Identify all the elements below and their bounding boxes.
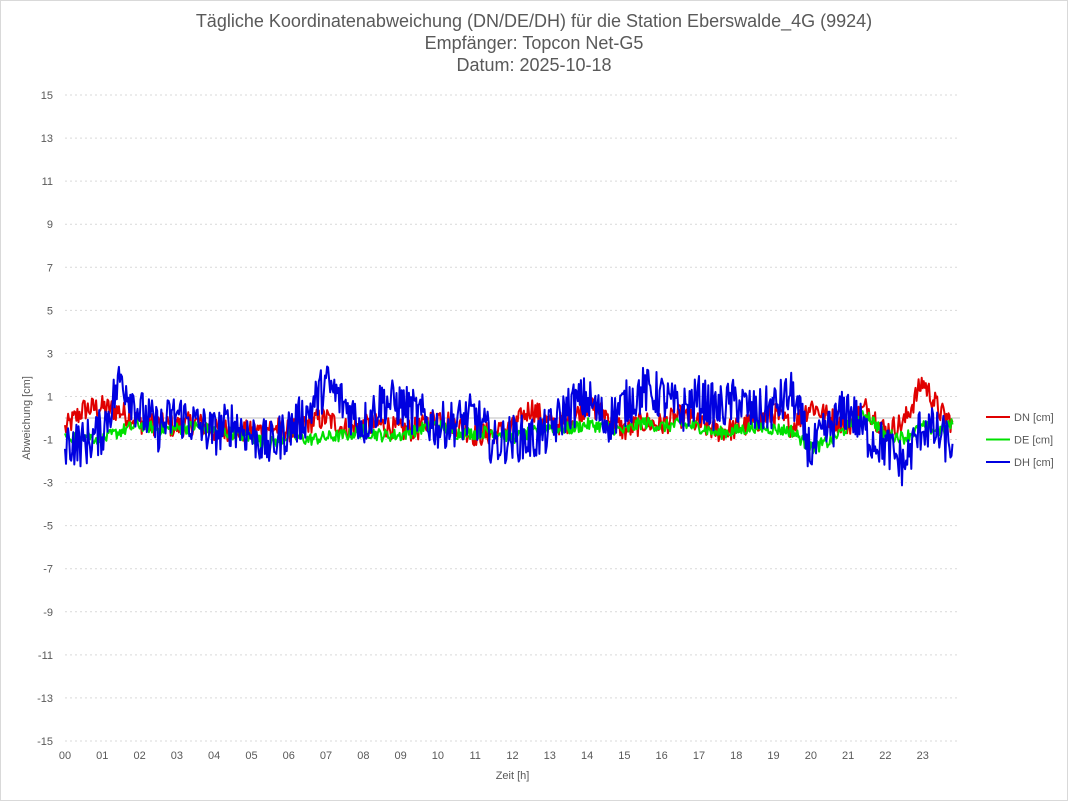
x-tick-label: 02 xyxy=(133,750,145,762)
x-tick-label: 20 xyxy=(805,750,817,762)
x-tick-label: 07 xyxy=(320,750,332,762)
x-tick-label: 08 xyxy=(357,750,369,762)
legend-label: DN [cm] xyxy=(1014,412,1054,424)
x-tick-labels: 00 01 02 03 04 05 06 07 08 09 10 11 12 13 14 15 16 17 18 19… xyxy=(59,750,929,762)
y-tick-label: -1 xyxy=(43,435,53,447)
x-tick-label: 16 xyxy=(656,750,668,762)
y-tick-label: 7 xyxy=(47,262,53,274)
chart-subtitle-date: Datum: 2025-10-18 xyxy=(456,55,612,75)
x-tick-label: 11 xyxy=(469,750,480,762)
x-tick-label: 23 xyxy=(917,750,929,762)
x-tick-label: 01 xyxy=(96,750,108,762)
y-tick-label: -9 xyxy=(43,607,53,619)
x-tick-label: 04 xyxy=(208,750,220,762)
y-tick-label: 3 xyxy=(47,348,53,360)
y-tick-label: 1 xyxy=(47,391,53,403)
y-tick-label: -11 xyxy=(38,650,53,662)
y-tick-label: 13 xyxy=(41,133,53,145)
x-tick-label: 15 xyxy=(618,750,630,762)
gridlines xyxy=(65,94,960,742)
legend: DN [cm] DE [cm] DH [cm] xyxy=(986,412,1054,469)
y-tick-label: -7 xyxy=(43,564,53,576)
x-tick-label: 03 xyxy=(171,750,183,762)
chart-title-block: Tägliche Koordinatenabweichung (DN/DE/DH… xyxy=(0,10,1068,76)
legend-label: DE [cm] xyxy=(1014,435,1053,447)
x-tick-label: 17 xyxy=(693,750,705,762)
x-tick-label: 19 xyxy=(767,750,779,762)
x-tick-label: 00 xyxy=(59,750,71,762)
y-tick-labels: 15 13 11 9 7 5 3 1 -1 -3 -5 -7 -9 -11 -13 -15 xyxy=(37,90,53,748)
y-tick-label: 15 xyxy=(41,90,53,102)
x-tick-label: 12 xyxy=(506,750,518,762)
chart-subtitle-receiver: Empfänger: Topcon Net-G5 xyxy=(424,33,644,53)
x-tick-label: 10 xyxy=(432,750,444,762)
y-tick-label: -3 xyxy=(43,478,53,490)
y-tick-label: 5 xyxy=(47,305,53,317)
x-tick-label: 06 xyxy=(283,750,295,762)
series-line-dh xyxy=(64,365,954,487)
x-axis-label: Zeit [h] xyxy=(496,770,530,782)
y-tick-label: -13 xyxy=(37,693,53,705)
x-tick-label: 13 xyxy=(544,750,556,762)
y-axis-label: Abweichung [cm] xyxy=(21,376,33,460)
x-tick-label: 18 xyxy=(730,750,742,762)
x-tick-label: 05 xyxy=(245,750,257,762)
x-tick-label: 22 xyxy=(879,750,891,762)
y-tick-label: -15 xyxy=(37,736,53,748)
x-tick-label: 14 xyxy=(581,750,593,762)
series-lines xyxy=(64,365,954,487)
chart-title: Tägliche Koordinatenabweichung (DN/DE/DH… xyxy=(195,11,873,31)
y-tick-label: -5 xyxy=(43,521,53,533)
x-tick-label: 21 xyxy=(842,750,854,762)
y-tick-label: 9 xyxy=(47,219,53,231)
legend-label: DH [cm] xyxy=(1014,457,1054,469)
x-tick-label: 09 xyxy=(395,750,407,762)
y-tick-label: 11 xyxy=(42,176,53,188)
